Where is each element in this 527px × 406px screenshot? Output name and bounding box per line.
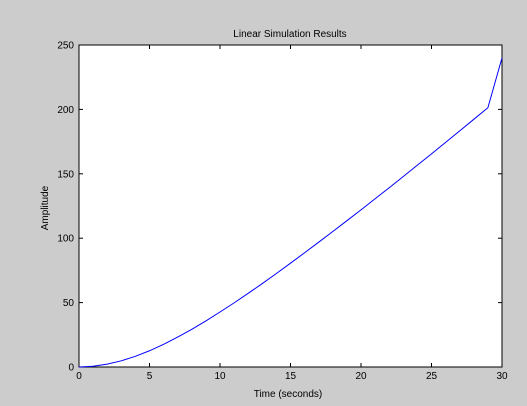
x-tick-label: 5 [147, 371, 153, 382]
x-tick-label: 20 [355, 371, 367, 382]
y-tick-label: 100 [57, 234, 74, 245]
y-axis-label: Amplitude [40, 185, 51, 230]
x-tick-label: 30 [496, 371, 508, 382]
x-tick-label: 10 [214, 371, 226, 382]
y-tick-label: 0 [68, 363, 74, 374]
y-axis-ticks: 0 50 100 150 200 250 [57, 41, 502, 374]
x-tick-label: 0 [76, 371, 82, 382]
x-axis-label: Time (seconds) [254, 389, 323, 400]
x-axis-ticks: 0 5 10 15 20 25 30 [76, 45, 508, 382]
x-tick-label: 25 [426, 371, 438, 382]
chart-title: Linear Simulation Results [233, 29, 346, 40]
y-tick-label: 50 [63, 298, 75, 309]
x-tick-label: 15 [285, 371, 297, 382]
plot-area [78, 44, 503, 368]
y-tick-label: 250 [57, 41, 74, 52]
series-line [78, 57, 503, 368]
y-tick-label: 200 [57, 105, 74, 116]
y-tick-label: 150 [57, 169, 74, 180]
